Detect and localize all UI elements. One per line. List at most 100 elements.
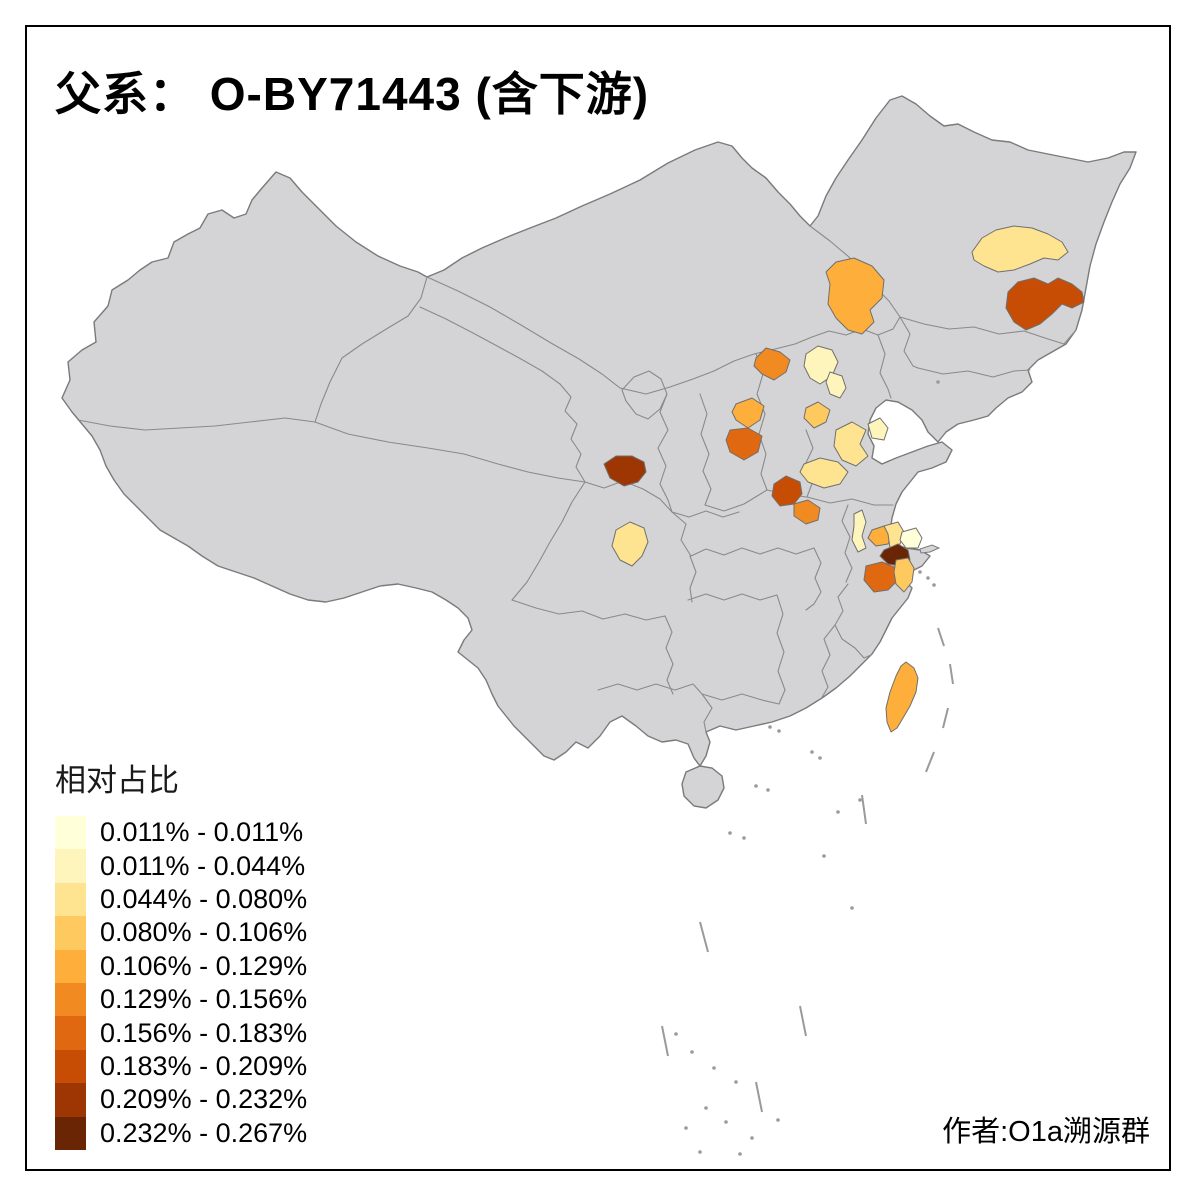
colored-regions bbox=[603, 225, 1085, 733]
chongming-islet bbox=[919, 544, 941, 554]
province-border-line bbox=[584, 480, 673, 513]
legend-label: 0.129% - 0.156% bbox=[100, 984, 308, 1015]
legend-swatch bbox=[55, 916, 86, 950]
legend-item: 0.183% - 0.209% bbox=[55, 1049, 308, 1084]
province-border-line bbox=[511, 481, 586, 601]
province-border-line bbox=[820, 624, 836, 700]
nine-dash-segment bbox=[799, 1005, 807, 1037]
legend-label: 0.106% - 0.129% bbox=[100, 950, 308, 981]
legend-item: 0.129% - 0.156% bbox=[55, 982, 308, 1017]
legend: 相对占比 0.011% - 0.011% 0.011% - 0.044% 0.044… bbox=[55, 755, 307, 1150]
islet-dot bbox=[674, 1032, 678, 1036]
province-border-line bbox=[917, 367, 1031, 378]
figure-title: 父系： O-BY71443 (含下游) bbox=[55, 68, 650, 120]
province-border-line bbox=[899, 316, 919, 369]
legend-swatch bbox=[55, 816, 86, 850]
region-10 bbox=[833, 421, 869, 467]
islet-dot bbox=[698, 1150, 702, 1154]
islet-dot bbox=[766, 788, 770, 792]
islet-dot bbox=[738, 1152, 742, 1156]
islet-dot bbox=[776, 1118, 780, 1122]
islet-dot bbox=[810, 750, 814, 754]
legend-swatch bbox=[55, 882, 86, 917]
region-23 bbox=[893, 557, 915, 593]
nine-dash-segment bbox=[937, 627, 945, 647]
mainland-outline bbox=[61, 95, 1137, 809]
islet-dot bbox=[858, 798, 862, 802]
province-border-line bbox=[877, 334, 892, 399]
legend-item: 0.232% - 0.267% bbox=[55, 1116, 308, 1150]
legend-item: 0.156% - 0.183% bbox=[55, 1016, 308, 1050]
nine-dash-segment bbox=[699, 921, 709, 953]
legend-label: 0.183% - 0.209% bbox=[100, 1050, 308, 1081]
islet-dot bbox=[684, 1126, 688, 1130]
region-16 bbox=[611, 521, 649, 567]
islet-dot bbox=[728, 831, 732, 835]
legend-swatch bbox=[55, 949, 86, 983]
islet-dot bbox=[750, 1136, 754, 1140]
province-border-line bbox=[671, 510, 740, 518]
legend-item: 0.011% - 0.044% bbox=[55, 849, 307, 883]
province-border-line bbox=[699, 393, 712, 506]
islet-dot bbox=[818, 756, 822, 760]
islet-dot bbox=[932, 583, 936, 587]
province-borders bbox=[77, 225, 1077, 733]
legend-rows: 0.011% - 0.011% 0.011% - 0.044% 0.044% - 0… bbox=[55, 816, 307, 1150]
province-border-line bbox=[834, 583, 872, 659]
province-border-line bbox=[701, 693, 713, 733]
nine-dash-segment bbox=[661, 1025, 669, 1057]
region-14 bbox=[771, 475, 803, 507]
province-border-line bbox=[841, 504, 853, 583]
nine-dash-segment bbox=[861, 794, 867, 825]
nine-dash-segment bbox=[942, 707, 949, 729]
province-border-line bbox=[419, 306, 561, 385]
province-border-line bbox=[314, 276, 428, 423]
legend-label: 0.156% - 0.183% bbox=[100, 1017, 308, 1048]
legend-swatch bbox=[55, 1116, 86, 1150]
region-11 bbox=[867, 417, 889, 441]
legend-label: 0.011% - 0.011% bbox=[100, 817, 304, 848]
islet-dot bbox=[734, 1080, 738, 1084]
legend-swatch bbox=[55, 1016, 86, 1050]
islet-dot bbox=[918, 570, 922, 574]
legend-label: 0.044% - 0.080% bbox=[100, 883, 308, 914]
region-03 bbox=[825, 257, 885, 335]
region-07 bbox=[731, 397, 765, 429]
islet-dot bbox=[754, 784, 758, 788]
legend-item: 0.106% - 0.129% bbox=[55, 949, 308, 983]
attribution: 作者:O1a溯源群 bbox=[942, 1116, 1150, 1148]
region-06 bbox=[825, 371, 847, 399]
islet-dot bbox=[822, 854, 826, 858]
province-border-line bbox=[314, 421, 586, 483]
legend-swatch bbox=[55, 1049, 86, 1084]
legend-label: 0.232% - 0.267% bbox=[100, 1117, 308, 1148]
legend-label: 0.011% - 0.044% bbox=[100, 850, 306, 881]
legend-title: 相对占比 bbox=[55, 763, 179, 798]
islet-dot bbox=[704, 1106, 708, 1110]
region-01 bbox=[971, 225, 1069, 273]
province-border-line bbox=[77, 417, 316, 431]
islet-dot bbox=[742, 836, 746, 840]
region-19 bbox=[883, 521, 905, 549]
islet-dot bbox=[712, 1066, 716, 1070]
region-15 bbox=[793, 499, 821, 525]
legend-swatch bbox=[55, 1083, 86, 1117]
region-08 bbox=[725, 427, 763, 461]
legend-label: 0.209% - 0.232% bbox=[100, 1084, 308, 1115]
islet-dot bbox=[926, 576, 930, 580]
nine-dash-segment bbox=[949, 663, 954, 685]
islet-dot bbox=[850, 906, 854, 910]
islet-dot bbox=[724, 1120, 728, 1124]
province-border-line bbox=[511, 599, 666, 621]
province-border-line bbox=[657, 393, 673, 513]
legend-item: 0.080% - 0.106% bbox=[55, 916, 307, 950]
province-border-line bbox=[806, 496, 894, 506]
province-border-line bbox=[899, 316, 1077, 345]
province-border-line bbox=[755, 353, 768, 491]
region-13 bbox=[603, 455, 647, 487]
province-border-line bbox=[559, 383, 586, 483]
region-17 bbox=[851, 509, 867, 553]
sea-islands-and-dashes bbox=[661, 380, 954, 1156]
region-12 bbox=[799, 457, 849, 489]
